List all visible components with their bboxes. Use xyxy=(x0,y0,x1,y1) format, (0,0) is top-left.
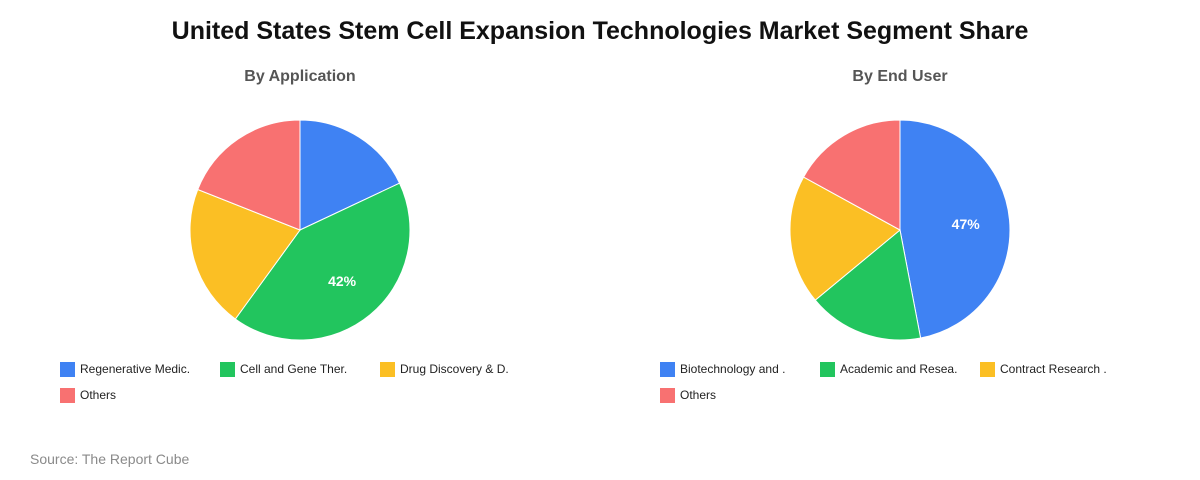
source-note: Source: The Report Cube xyxy=(30,451,190,467)
legend-item-academic-and-resea: Academic and Resea. xyxy=(820,360,957,378)
pie-slice-others xyxy=(802,119,901,231)
legend-swatch xyxy=(660,361,675,377)
pie-slice-others xyxy=(197,119,301,231)
legend-swatch xyxy=(820,361,835,377)
application-pie-panel: By Application 42% Regenerative Medic. Ce… xyxy=(0,0,600,420)
legend-label: Others xyxy=(680,388,717,402)
legend-label: Biotechnology and . xyxy=(680,362,786,376)
pie-data-label: 47% xyxy=(952,216,981,232)
legend-item-regenerative-medic: Regenerative Medic. xyxy=(60,360,190,378)
pie-slice-contract-research xyxy=(789,176,901,301)
legend-item-biotechnology-and: Biotechnology and . xyxy=(660,360,785,378)
legend-item-contract-research: Contract Research . xyxy=(980,360,1107,378)
end-user-pie-title: By End User xyxy=(852,68,948,85)
application-legend: Regenerative Medic. Cell and Gene Ther. Dr… xyxy=(0,360,600,410)
legend-item-others: Others xyxy=(660,386,716,404)
pie-slice-drug-discovery-d xyxy=(189,188,301,320)
legend-swatch xyxy=(980,361,995,377)
legend-swatch xyxy=(380,361,395,377)
application-pie-title: By Application xyxy=(244,68,356,85)
legend-label: Drug Discovery & D. xyxy=(400,362,509,376)
legend-label: Regenerative Medic. xyxy=(80,362,191,376)
legend-item-cell-and-gene-ther: Cell and Gene Ther. xyxy=(220,360,347,378)
legend-label: Contract Research . xyxy=(1000,362,1107,376)
end-user-pie-chart: 47% xyxy=(789,119,1011,341)
legend-swatch xyxy=(660,387,675,403)
pie-slice-academic-and-resea xyxy=(814,229,922,341)
pie-slice-cell-and-gene-ther xyxy=(234,182,411,341)
end-user-pie-panel: By End User 47% Biotechnology and . Acade… xyxy=(600,0,1200,420)
legend-swatch xyxy=(60,387,75,403)
legend-swatch xyxy=(60,361,75,377)
pie-slice-biotechnology-and xyxy=(899,119,1011,339)
chart-main-title: United States Stem Cell Expansion Techno… xyxy=(171,17,1029,45)
legend-label: Others xyxy=(80,388,117,402)
application-pie-chart: 42% xyxy=(189,119,411,341)
end-user-legend: Biotechnology and . Academic and Resea. Co… xyxy=(600,360,1200,410)
pie-data-label: 42% xyxy=(328,273,357,289)
legend-item-drug-discovery-d: Drug Discovery & D. xyxy=(380,360,509,378)
legend-label: Academic and Resea. xyxy=(840,362,958,376)
legend-label: Cell and Gene Ther. xyxy=(240,362,348,376)
legend-swatch xyxy=(220,361,235,377)
pie-slice-regenerative-medic xyxy=(299,119,401,231)
legend-item-others: Others xyxy=(60,386,116,404)
